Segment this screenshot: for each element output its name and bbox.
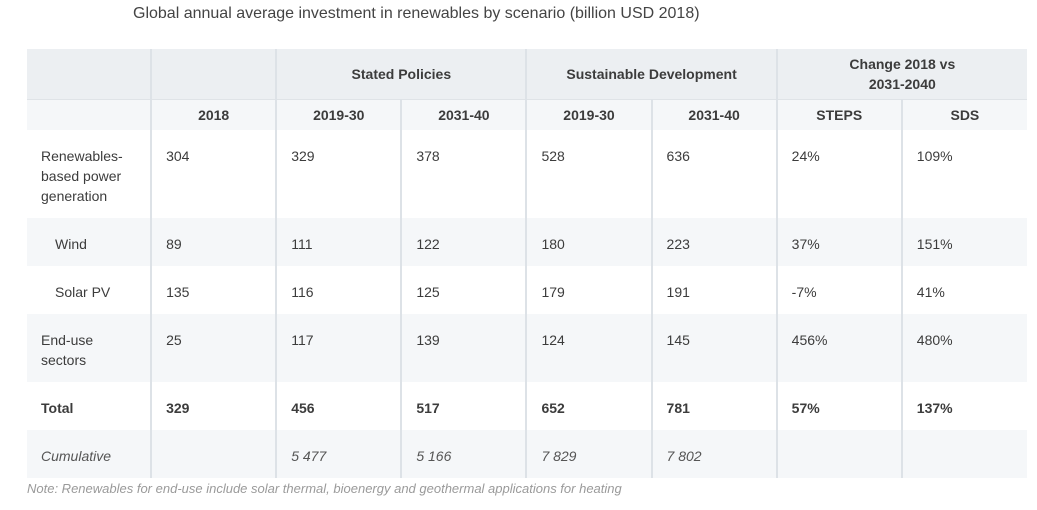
table-cell: 116 xyxy=(275,266,402,314)
table-cell: 191 xyxy=(650,266,777,314)
table-cell: 5 477 xyxy=(275,430,402,478)
table-cell: 111 xyxy=(275,218,402,266)
table-cell: 5 166 xyxy=(400,430,527,478)
table-cell: 179 xyxy=(525,266,652,314)
column-header: 2031-40 xyxy=(650,99,777,130)
table-cell: 125 xyxy=(400,266,527,314)
row-label: Renewables-based power generation xyxy=(27,130,152,218)
column-header: SDS xyxy=(900,99,1027,130)
table-cell: 41% xyxy=(900,266,1027,314)
row-label: Wind xyxy=(27,218,152,266)
table-cell: 124 xyxy=(525,314,652,382)
column-header: 2018 xyxy=(150,99,277,130)
header-label-blank xyxy=(27,99,152,130)
table-cell: 7 802 xyxy=(650,430,777,478)
table-cell xyxy=(150,430,277,478)
row-label-text: Renewables-based power generation xyxy=(41,148,123,204)
row-label: End-use sectors xyxy=(27,314,152,382)
column-header: 2019-30 xyxy=(275,99,402,130)
table-cell: 109% xyxy=(900,130,1027,218)
column-header: STEPS xyxy=(775,99,902,130)
table-cell: 517 xyxy=(400,382,527,430)
header-group-change-label: Change 2018 vs 2031-2040 xyxy=(849,56,956,92)
table-cell: 122 xyxy=(400,218,527,266)
table-cell: 135 xyxy=(150,266,277,314)
table-cell: 180 xyxy=(525,218,652,266)
table-row: Total 329 456 517 652 781 57% 137% xyxy=(27,382,1027,430)
header-group-sustainable-development: Sustainable Development xyxy=(525,49,777,100)
table-row: Renewables-based power generation 304 32… xyxy=(27,130,1027,218)
row-label: Solar PV xyxy=(27,266,152,314)
table-cell: 37% xyxy=(775,218,902,266)
table-cell: 137% xyxy=(900,382,1027,430)
table-cell: 480% xyxy=(900,314,1027,382)
table-cell: 145 xyxy=(650,314,777,382)
table-cell: 456 xyxy=(275,382,402,430)
table-cell: 304 xyxy=(150,130,277,218)
table-cell: 329 xyxy=(150,382,277,430)
table-row: Wind 89 111 122 180 223 37% 151% xyxy=(27,218,1027,266)
header-corner xyxy=(27,49,152,100)
table-cell xyxy=(900,430,1027,478)
header-column-row: 2018 2019-30 2031-40 2019-30 2031-40 STE… xyxy=(27,99,1027,130)
column-header: 2019-30 xyxy=(525,99,652,130)
table-cell: 24% xyxy=(775,130,902,218)
table-note: Note: Renewables for end-use include sol… xyxy=(27,481,622,496)
header-group-change: Change 2018 vs 2031-2040 xyxy=(775,49,1027,100)
table-cell: 636 xyxy=(650,130,777,218)
header-group-stated-policies: Stated Policies xyxy=(275,49,527,100)
table-title: Global annual average investment in rene… xyxy=(133,5,700,22)
table-cell: 57% xyxy=(775,382,902,430)
header-group-row: Stated Policies Sustainable Development … xyxy=(27,49,1027,100)
row-label: Cumulative xyxy=(27,430,152,478)
table-cell: 7 829 xyxy=(525,430,652,478)
table-cell: 378 xyxy=(400,130,527,218)
row-label: Total xyxy=(27,382,152,430)
table-cell: 223 xyxy=(650,218,777,266)
header-empty-2018 xyxy=(150,49,277,100)
table-cell: 117 xyxy=(275,314,402,382)
table-cell: -7% xyxy=(775,266,902,314)
table-cell: 139 xyxy=(400,314,527,382)
table-row: End-use sectors 25 117 139 124 145 456% … xyxy=(27,314,1027,382)
investment-table: Stated Policies Sustainable Development … xyxy=(27,49,1027,478)
table-cell: 89 xyxy=(150,218,277,266)
table-cell xyxy=(775,430,902,478)
table-cell: 329 xyxy=(275,130,402,218)
table-cell: 456% xyxy=(775,314,902,382)
table-cell: 151% xyxy=(900,218,1027,266)
table-cell: 652 xyxy=(525,382,652,430)
column-header: 2031-40 xyxy=(400,99,527,130)
table-cell: 781 xyxy=(650,382,777,430)
table-cell: 528 xyxy=(525,130,652,218)
row-label-text: End-use sectors xyxy=(41,332,94,368)
table-cell: 25 xyxy=(150,314,277,382)
table-row: Solar PV 135 116 125 179 191 -7% 41% xyxy=(27,266,1027,314)
table-row: Cumulative 5 477 5 166 7 829 7 802 xyxy=(27,430,1027,478)
